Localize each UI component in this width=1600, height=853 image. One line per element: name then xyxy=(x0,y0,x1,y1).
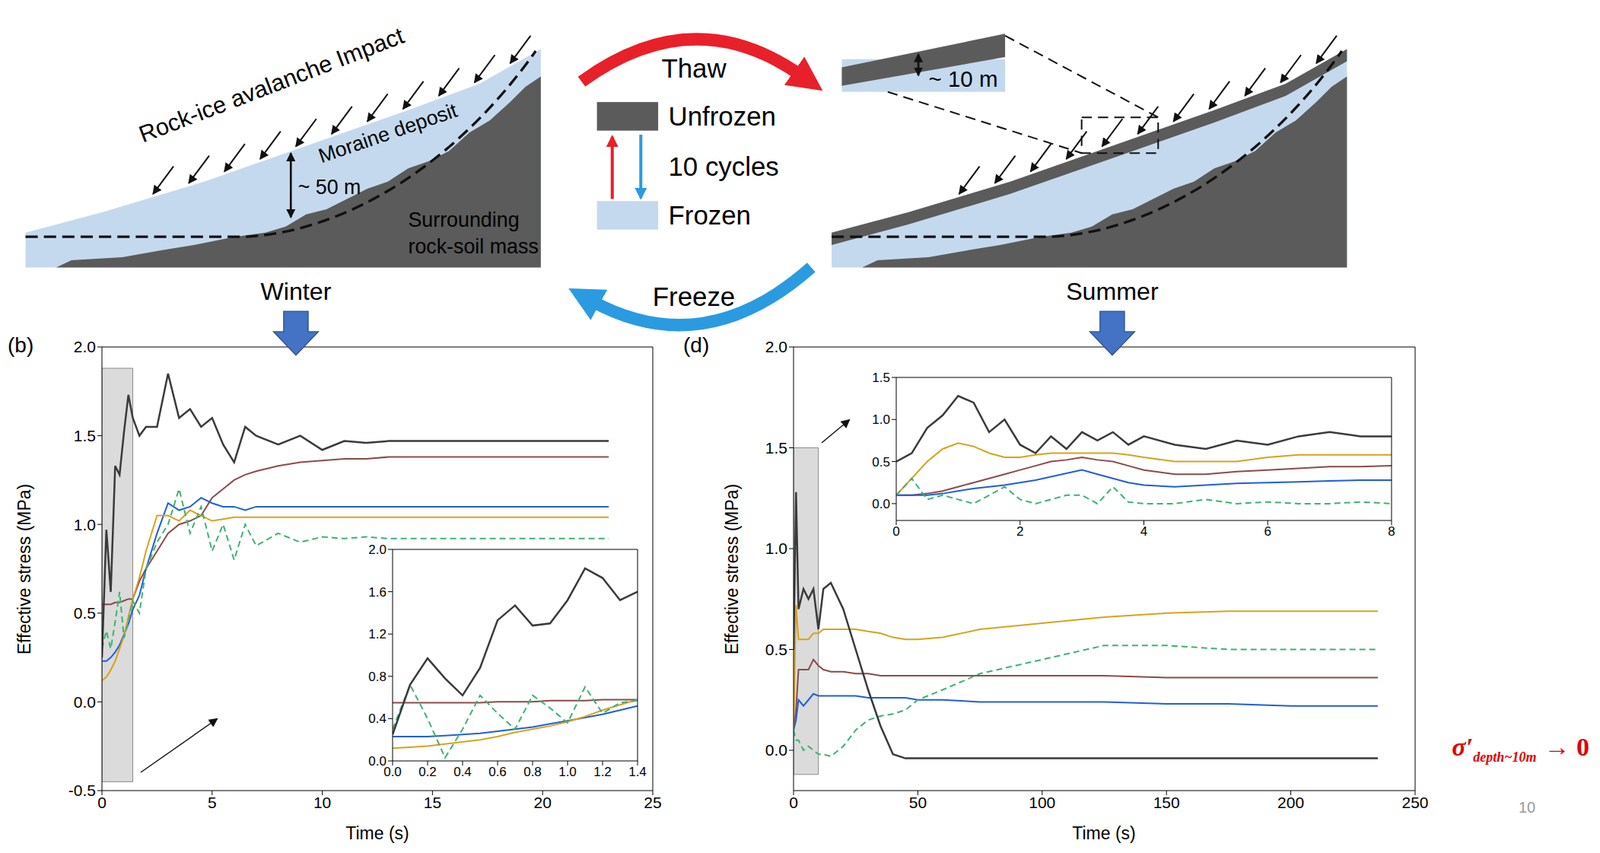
svg-text:10: 10 xyxy=(313,793,331,812)
svg-text:0.4: 0.4 xyxy=(368,711,387,726)
svg-text:1.5: 1.5 xyxy=(73,426,96,445)
svg-text:0: 0 xyxy=(788,793,799,812)
svg-text:0.0: 0.0 xyxy=(765,741,788,759)
svg-text:50: 50 xyxy=(909,793,927,812)
html-text:(b): (b) xyxy=(7,333,34,357)
svg-text:8: 8 xyxy=(1387,524,1395,539)
svg-text:2.0: 2.0 xyxy=(73,337,96,356)
svg-text:0.6: 0.6 xyxy=(488,764,507,780)
svg-text:0.5: 0.5 xyxy=(871,454,891,470)
svg-text:1.6: 1.6 xyxy=(368,585,387,600)
svg-text:0.0: 0.0 xyxy=(871,496,891,512)
svg-text:0.4: 0.4 xyxy=(453,764,472,780)
svg-text:-0.5: -0.5 xyxy=(68,781,96,799)
svg-text:rock-soil mass: rock-soil mass xyxy=(407,235,538,258)
svg-text:15: 15 xyxy=(423,793,442,812)
html-text:Effective stress (MPa): Effective stress (MPa) xyxy=(14,483,34,655)
html-text:10: 10 xyxy=(1518,798,1536,816)
svg-text:1.0: 1.0 xyxy=(765,539,788,557)
svg-text:1.0: 1.0 xyxy=(871,412,891,427)
svg-text:1.2: 1.2 xyxy=(368,626,387,642)
svg-text:1.4: 1.4 xyxy=(628,764,647,780)
svg-text:Summer: Summer xyxy=(1065,277,1159,306)
svg-text:Frozen: Frozen xyxy=(667,200,751,230)
svg-text:Winter: Winter xyxy=(260,277,331,306)
svg-text:200: 200 xyxy=(1277,793,1305,812)
svg-text:Rock-ice avalanche Impact: Rock-ice avalanche Impact xyxy=(135,22,408,148)
svg-text:0.0: 0.0 xyxy=(73,693,96,711)
svg-text:250: 250 xyxy=(1401,793,1429,812)
svg-text:~ 50 m: ~ 50 m xyxy=(298,175,362,199)
html-text:(d): (d) xyxy=(683,333,710,357)
svg-text:1.0: 1.0 xyxy=(73,515,96,534)
svg-text:Unfrozen: Unfrozen xyxy=(667,101,776,131)
svg-text:0: 0 xyxy=(892,524,900,539)
svg-text:5: 5 xyxy=(207,793,217,812)
html-text:Time (s): Time (s) xyxy=(345,822,410,843)
html-text:Effective stress (MPa): Effective stress (MPa) xyxy=(721,483,742,655)
svg-text:1.5: 1.5 xyxy=(871,370,891,385)
svg-text:0: 0 xyxy=(97,793,107,812)
svg-text:0.0: 0.0 xyxy=(368,753,387,769)
svg-text:~ 10 m: ~ 10 m xyxy=(928,66,998,92)
svg-text:2.0: 2.0 xyxy=(765,337,788,356)
svg-text:1.2: 1.2 xyxy=(593,764,612,780)
html-text:σ′depth~10m → 0: σ′depth~10m → 0 xyxy=(1451,732,1590,765)
svg-text:Thaw: Thaw xyxy=(661,53,727,83)
svg-text:25: 25 xyxy=(643,793,662,812)
svg-text:20: 20 xyxy=(534,793,552,812)
svg-text:0.2: 0.2 xyxy=(418,764,437,780)
svg-text:Freeze: Freeze xyxy=(652,281,736,312)
svg-text:6: 6 xyxy=(1264,524,1272,539)
svg-text:0.8: 0.8 xyxy=(368,669,387,684)
svg-text:10 cycles: 10 cycles xyxy=(667,151,779,182)
svg-text:1.5: 1.5 xyxy=(765,438,788,457)
svg-text:2.0: 2.0 xyxy=(368,542,387,557)
svg-text:Surrounding: Surrounding xyxy=(407,208,519,232)
svg-text:2: 2 xyxy=(1016,524,1024,539)
svg-text:0.0: 0.0 xyxy=(383,764,402,780)
svg-text:100: 100 xyxy=(1028,793,1056,812)
svg-text:1.0: 1.0 xyxy=(558,764,577,780)
html-text:Time (s): Time (s) xyxy=(1072,822,1136,843)
svg-text:150: 150 xyxy=(1153,793,1181,812)
svg-text:0.5: 0.5 xyxy=(765,640,788,659)
svg-text:4: 4 xyxy=(1140,524,1148,539)
svg-text:0.5: 0.5 xyxy=(73,604,96,622)
svg-text:Moraine deposit: Moraine deposit xyxy=(315,98,462,169)
svg-text:0.8: 0.8 xyxy=(523,764,542,780)
